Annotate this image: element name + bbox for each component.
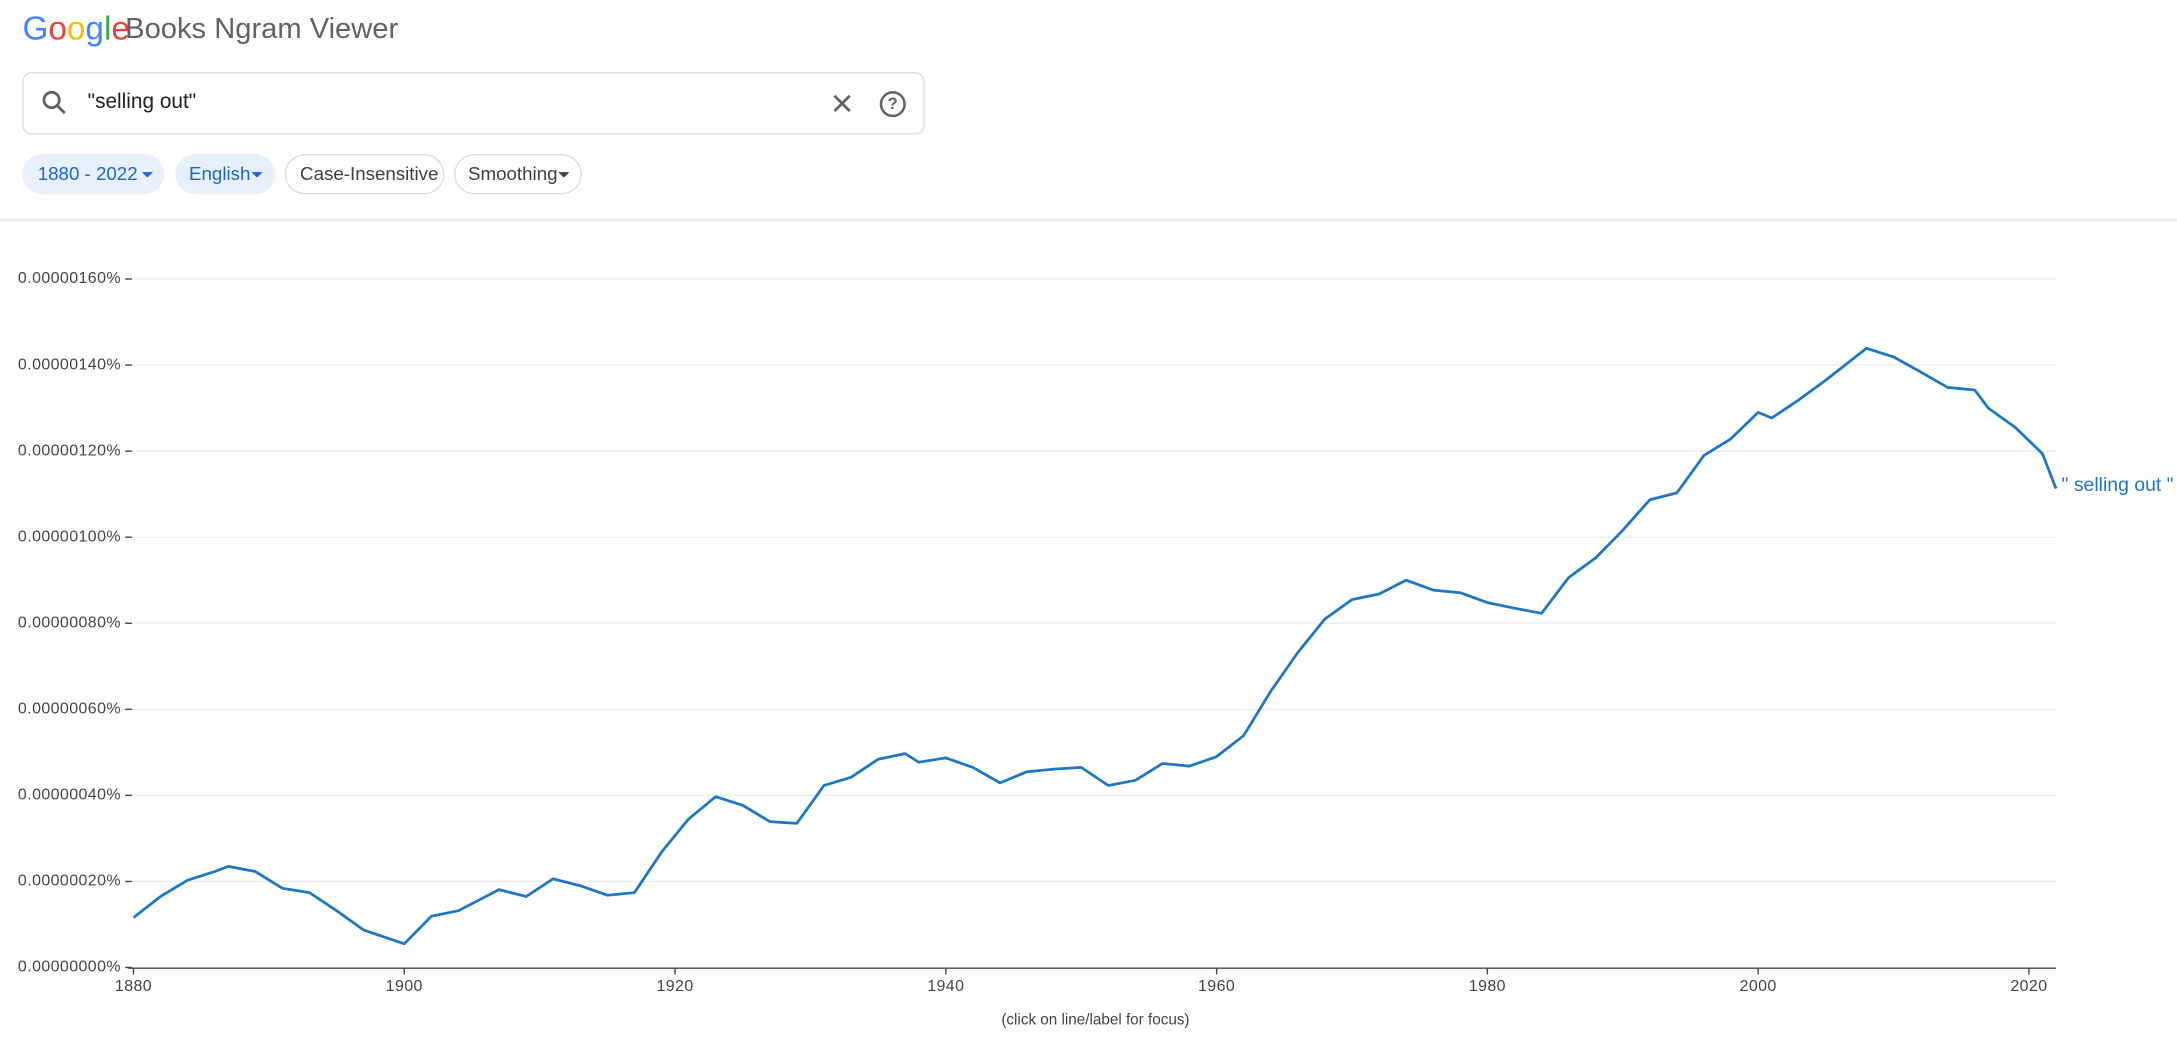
search-box[interactable] — [22, 72, 925, 135]
corpus[interactable]: English — [189, 163, 250, 184]
y-tick-label: 0.00000080% — [18, 614, 121, 631]
y-tick-label: 0.00000020% — [18, 873, 121, 890]
dropdown-arrow — [558, 172, 570, 178]
x-tick-label: 2000 — [1740, 978, 1777, 995]
search-icon — [42, 90, 66, 115]
dropdown-arrow — [251, 172, 263, 178]
x-tick-label: 1980 — [1469, 978, 1506, 995]
series-label[interactable]: " selling out " — [2062, 474, 2174, 496]
chart-caption: (click on line/label for focus) — [1001, 1011, 1189, 1028]
y-tick-label: 0.00000120% — [18, 442, 121, 459]
x-tick-label: 1940 — [927, 978, 964, 995]
year-range-chip[interactable] — [22, 154, 165, 195]
y-tick-label: 0.00000000% — [18, 959, 121, 976]
x-tick-label: 1920 — [656, 978, 693, 995]
case-chip[interactable] — [284, 154, 445, 195]
y-tick-label: 0.00000160% — [18, 270, 121, 287]
data-line — [132, 346, 2058, 946]
x-tick-label: 1900 — [386, 978, 423, 995]
x-tick-label: 1960 — [1198, 978, 1235, 995]
help-button[interactable]: ? — [879, 91, 906, 118]
case-option[interactable]: Case-Insensitive — [300, 163, 438, 184]
y-tick-label: 0.00000060% — [18, 701, 121, 718]
x-tick-label: 2020 — [2010, 978, 2047, 995]
x-tick-label: 1880 — [115, 978, 152, 995]
y-tick-label: 0.00000040% — [18, 787, 121, 804]
google-logo: Google — [22, 10, 129, 47]
smoothing-chip[interactable] — [454, 154, 582, 195]
svg-text:?: ? — [888, 94, 898, 113]
app-title: Books Ngram Viewer — [125, 13, 398, 45]
search-query[interactable]: "selling out" — [88, 90, 196, 113]
y-tick-label: 0.00000140% — [18, 356, 121, 373]
clear-button[interactable] — [833, 94, 851, 113]
corpus-chip[interactable] — [175, 154, 276, 195]
year-range[interactable]: 1880 - 2022 — [38, 163, 138, 184]
dropdown-arrow — [141, 172, 153, 178]
y-tick-label: 0.00000100% — [18, 528, 121, 545]
smoothing[interactable]: Smoothing — [468, 163, 558, 184]
